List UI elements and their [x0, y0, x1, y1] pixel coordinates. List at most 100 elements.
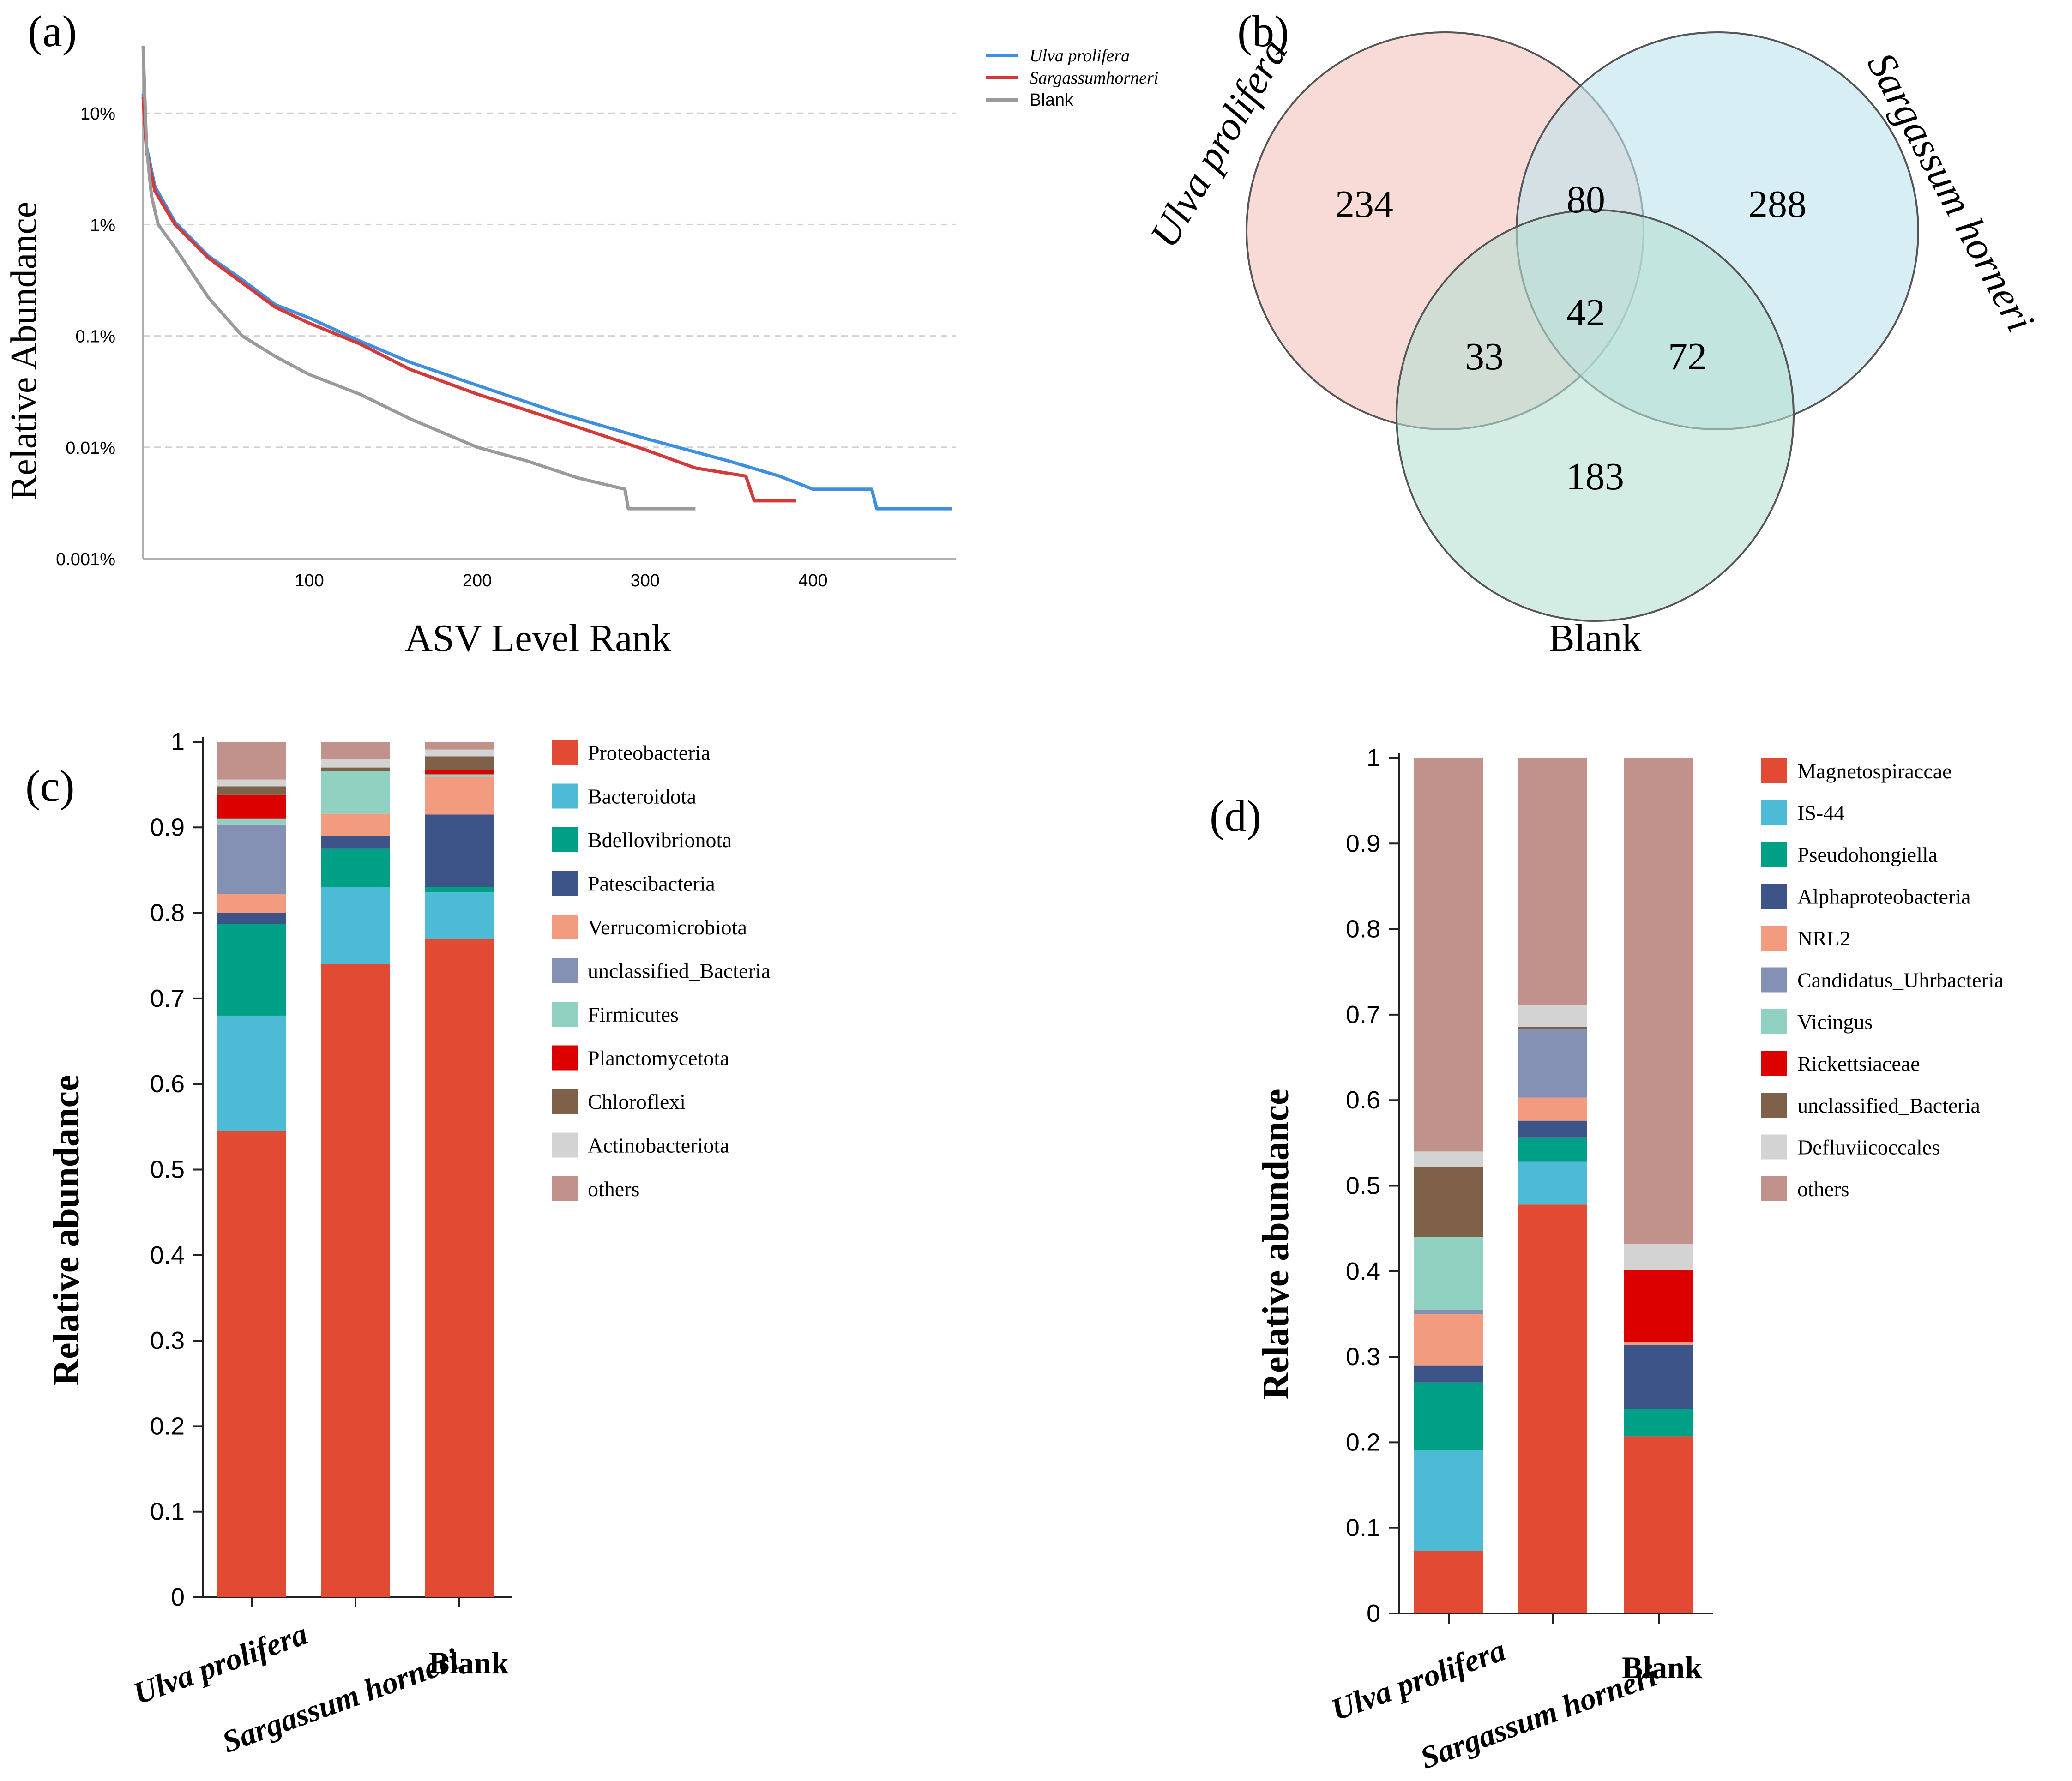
panel-c-bar-segment-proteobacteria: [217, 1131, 286, 1597]
panel-d-bar-segment-alphaproteobacteria: [1414, 1365, 1483, 1383]
panel-d-legend-label-alphaproteobacteria: Alphaproteobacteria: [1797, 885, 1970, 909]
panel-d-y-tick-label: 0.7: [1346, 1001, 1380, 1029]
panel-a-x-tick-label: 200: [463, 571, 492, 590]
panel-c-category-label-blank: Blank: [428, 1645, 509, 1680]
panel-d-legend-label-nrl2: NRL2: [1797, 927, 1850, 950]
panel-c-bar-segment-unclassified-bacteria: [217, 824, 286, 894]
panel-b-label: (b): [1237, 6, 1289, 56]
panel-d-category-label-ulva-prolifera: Ulva prolifera: [1327, 1632, 1510, 1727]
panel-d-label: (d): [1210, 791, 1261, 841]
panel-c-bar-segment-bacteroidota: [425, 892, 494, 939]
panel-c-legend-swatch-chloroflexi: [552, 1089, 578, 1114]
panel-d-legend-label-vicingus: Vicingus: [1797, 1010, 1873, 1034]
panel-a-x-tick-label: 300: [631, 571, 660, 590]
panel-d-category-label-blank: Blank: [1622, 1650, 1702, 1685]
panel-a-gridlines: [143, 112, 956, 448]
panel-a-line-blank: [141, 46, 696, 511]
panel-d-legend-label-magnetospiraccae: Magnetospiraccae: [1797, 759, 1952, 783]
venn-region-sargassum-blank: 72: [1668, 335, 1707, 378]
panel-d-legend-swatch-rickettsiaceae: [1761, 1051, 1787, 1076]
panel-c-legend-label-unclassified-bacteria: unclassified_Bacteria: [588, 959, 771, 983]
panel-a-y-ticks: 0.001% 0.01% 0.1% 1% 10%: [56, 104, 115, 569]
panel-d-bar-segment-magnetospiraccae: [1414, 1551, 1483, 1613]
panel-c-y-tick-label: 0.8: [150, 899, 185, 927]
panel-d-bar-segment-unclassified-bacteria: [1518, 1026, 1587, 1029]
panel-a-x-axis-title: ASV Level Rank: [404, 617, 671, 660]
panel-c-bar-segment-bacteroidota: [321, 887, 390, 964]
panel-d-legend-swatch-nrl2: [1761, 926, 1787, 951]
panel-d-bar-segment-pseudohongiella: [1518, 1137, 1587, 1162]
panel-c-legend-swatch-unclassified-bacteria: [552, 958, 578, 983]
panel-d-legend-swatch-vicingus: [1761, 1009, 1787, 1034]
panel-d-bar-segment-alphaproteobacteria: [1624, 1345, 1693, 1409]
panel-d-bar-segment-others: [1624, 758, 1693, 1244]
panel-d-bar-segment-unclassified-bacteria: [1414, 1167, 1483, 1237]
panel-d-y-tick-label: 0.8: [1346, 915, 1380, 943]
panel-c-legend-label-patescibacteria: Patescibacteria: [588, 872, 715, 896]
panel-a-line-sargassumhorneri: [141, 96, 796, 503]
panel-c-y-tick-label: 0.9: [150, 813, 185, 841]
panel-c-legend-swatch-verrucomicrobiota: [552, 915, 578, 939]
panel-c-label: (c): [25, 761, 75, 811]
panel-d-bar-segment-magnetospiraccae: [1518, 1204, 1587, 1613]
panel-c-legend-swatch-proteobacteria: [552, 740, 578, 765]
panel-c-bar-segment-proteobacteria: [425, 939, 494, 1597]
panel-d-legend-label-is-44: IS-44: [1797, 801, 1844, 825]
venn-set-label-blank: Blank: [1549, 617, 1642, 660]
panel-d-bar-segment-defluviicoccales: [1414, 1151, 1483, 1167]
venn-region-ulva-sargassum: 80: [1566, 178, 1605, 221]
panel-d-bar-segment-magnetospiraccae: [1624, 1436, 1693, 1613]
panel-c-bar-segment-chloroflexi: [425, 756, 494, 770]
panel-d-bar-segment-others: [1518, 758, 1587, 1005]
panel-c-bar-segment-proteobacteria: [321, 964, 390, 1597]
panel-d-bar-segment-alphaproteobacteria: [1518, 1120, 1587, 1138]
panel-c-y-tick-label: 0.4: [150, 1241, 185, 1269]
panel-c-legend: Proteobacteria Bacteroidota Bdellovibriono…: [552, 740, 771, 1201]
panel-c-bar-segment-planctomycetota: [425, 770, 494, 775]
panel-d-bar-segment-is-44: [1414, 1450, 1483, 1551]
panel-d-bar-segment-defluviicoccales: [1624, 1244, 1693, 1270]
venn-region-sargassum-only: 288: [1748, 183, 1807, 226]
panel-a-y-tick-label: 0.001%: [56, 550, 115, 569]
panel-a-legend-label-sargassumhorneri: Sargassumhorneri: [1030, 68, 1158, 88]
venn-region-ulva-blank: 33: [1465, 335, 1504, 378]
panel-d-bar-segment-candidatus-uhrbacteria: [1414, 1310, 1483, 1314]
venn-circle-blank: [1396, 209, 1795, 622]
panel-a-y-tick-label: 0.01%: [66, 439, 115, 458]
panel-d-plot: 0 0.1 0.2 0.3 0.4 0.5 0.6 0.7 0.8 0.9 1 Ulva prolif…: [1327, 744, 1713, 1775]
panel-a-y-tick-label: 10%: [80, 104, 115, 124]
panel-d-y-tick-label: 0.2: [1346, 1428, 1380, 1456]
panel-b-venn-diagram: (b) 234 288 183 80 33 72 42 Ulva prolife…: [1142, 6, 2043, 660]
panel-c-bar-segment-verrucomicrobiota: [425, 776, 494, 815]
panel-c-bar-segment-verrucomicrobiota: [321, 813, 390, 836]
panel-c-legend-swatch-bdellovibrionota: [552, 827, 578, 852]
panel-d-bar-segment-nrl2: [1624, 1342, 1693, 1345]
panel-d-legend-swatch-magnetospiraccae: [1761, 758, 1787, 783]
panel-c-y-tick-label: 1: [171, 728, 185, 756]
panel-d-legend-swatch-others: [1761, 1176, 1787, 1201]
panel-a-y-tick-label: 0.1%: [75, 327, 115, 347]
panel-d-bar-segment-defluviicoccales: [1518, 1005, 1587, 1027]
panel-c-bar-segment-others: [425, 742, 494, 750]
venn-region-blank-only: 183: [1566, 455, 1624, 498]
venn-region-ulva-only: 234: [1335, 183, 1393, 226]
panel-c-legend-swatch-firmicutes: [552, 1002, 578, 1027]
panel-d-bar-segment-nrl2: [1414, 1314, 1483, 1366]
panel-d-legend-swatch-defluviicoccales: [1761, 1134, 1787, 1160]
panel-c-bar-segment-firmicutes: [321, 771, 390, 814]
panel-d-legend-swatch-unclassified-bacteria: [1761, 1093, 1787, 1118]
panel-c-bar-segment-others: [321, 742, 390, 759]
panel-c-bar-segment-patescibacteria: [321, 836, 390, 849]
panel-d-y-tick-label: 0.1: [1346, 1514, 1380, 1542]
panel-d-legend: Magnetospiraccae IS-44 Pseudohongiella Alph…: [1761, 758, 2004, 1201]
panel-a-legend-label-ulva-prolifera: Ulva prolifera: [1030, 46, 1130, 66]
panel-c-bar-segment-actinobacteriota: [321, 759, 390, 768]
panel-c-bar-segment-patescibacteria: [425, 814, 494, 888]
panel-d-bar-segment-nrl2: [1518, 1097, 1587, 1121]
panel-a-label: (a): [28, 6, 77, 56]
panel-c-legend-swatch-planctomycetota: [552, 1045, 578, 1071]
panel-c-legend-label-bdellovibrionota: Bdellovibrionota: [588, 828, 732, 852]
panel-a-series-lines: [141, 46, 952, 511]
panel-c-bar-segment-chloroflexi: [217, 786, 286, 795]
panel-d-legend-swatch-is-44: [1761, 800, 1787, 825]
